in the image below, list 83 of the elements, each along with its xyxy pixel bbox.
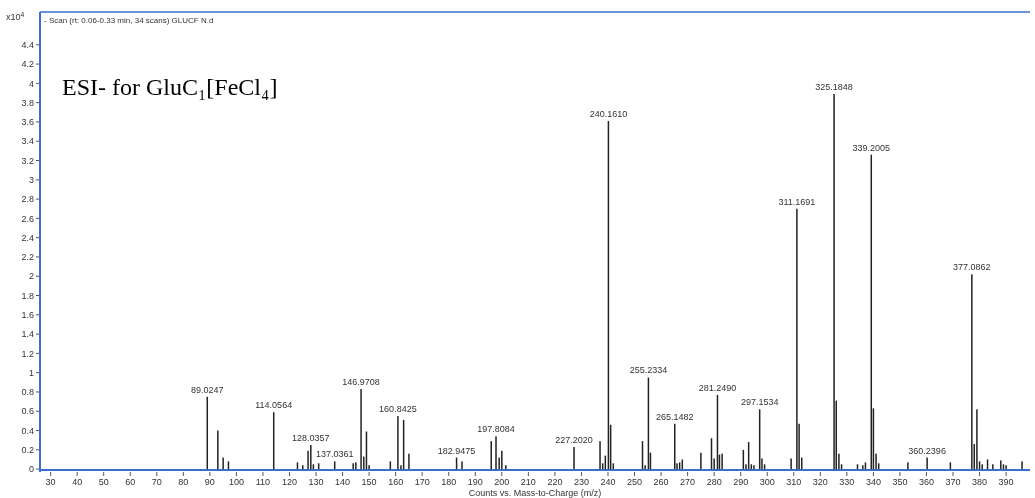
annotation: 339.2005 (852, 142, 891, 153)
y-tick-label: 0.2 (21, 444, 34, 455)
y-tick-label: 0 (28, 464, 34, 475)
annotation: 114.0564 (255, 400, 293, 411)
y-tick-label: 1.6 (21, 309, 34, 320)
x-tick-label: 390 (998, 477, 1014, 487)
x-tick-label: 330 (839, 477, 855, 487)
text: - Scan (rt: 0.06-0.33 min, 34 scans) GLUCF N.d (44, 16, 214, 25)
annotation: 360.2396 (908, 445, 946, 456)
y-tick-label: 2.4 (21, 232, 34, 243)
x-tick-label: 200 (494, 477, 510, 487)
y-tick-label: 3 (28, 174, 34, 185)
x-tick-label: 280 (706, 477, 722, 487)
x-tick-label: 340 (865, 477, 881, 487)
x-tick-label: 50 (98, 477, 109, 487)
y-tick-label: 1.8 (21, 290, 34, 301)
annotation: 265.1482 (655, 411, 694, 422)
annotation: 325.1848 (815, 81, 853, 92)
annotation: 160.8425 (379, 404, 417, 415)
x-tick-label: 170 (414, 477, 430, 487)
text: ESI- for GluC₁[FeCl₄] (62, 74, 278, 100)
x-tick-label: 380 (972, 477, 988, 487)
y-tick-label: 3.6 (21, 117, 34, 128)
y-tick-label: 2.6 (21, 213, 34, 224)
x-tick-label: 70 (151, 477, 162, 487)
annotation: 240.1610 (589, 108, 628, 119)
x-tick-label: 120 (281, 477, 298, 487)
y-tick-label: 0.4 (21, 425, 34, 436)
y-tick-label: 2.8 (21, 194, 34, 205)
y-tick-label: 3.2 (21, 155, 34, 166)
y-tick-label: 4.4 (21, 39, 34, 50)
x-tick-label: 370 (945, 477, 961, 487)
annotation: 89.0247 (191, 384, 224, 395)
annotation: 227.2020 (555, 434, 593, 445)
x-tick-label: 240 (600, 477, 616, 487)
y-tick-label: 2 (28, 271, 34, 282)
annotation: 377.0862 (953, 262, 991, 273)
x-tick-label: 320 (812, 477, 828, 487)
x-tick-label: 250 (627, 477, 643, 487)
annotation: 297.1534 (740, 397, 779, 408)
x-tick-label: 140 (335, 477, 351, 487)
x-tick-label: 230 (573, 477, 589, 487)
x-tick-label: 270 (680, 477, 696, 487)
y-tick-label: 0.6 (21, 406, 34, 417)
y-tick-label: 0.8 (21, 387, 34, 398)
x-axis-title: Counts vs. Mass-to-Charge (m/z) (468, 488, 602, 498)
x-tick-label: 260 (653, 477, 669, 487)
y-tick-label: 2.2 (21, 252, 34, 263)
y-axis-title: x10$^{4}$ (6, 10, 25, 22)
x-tick-label: 30 (45, 477, 56, 487)
x-tick-label: 360 (918, 477, 934, 487)
y-tick-label: 3.8 (21, 97, 34, 108)
y-tick-label: 3.4 (21, 136, 34, 147)
x-tick-label: 130 (308, 477, 324, 487)
y-tick-label: 4 (28, 78, 34, 89)
annotation: 281.2490 (698, 382, 737, 393)
annotation: 311.1691 (778, 196, 816, 207)
annotation: 137.0361 (315, 449, 354, 460)
y-tick-label: 4.2 (21, 59, 34, 70)
x-tick-label: 110 (255, 477, 271, 487)
x-tick-label: 300 (759, 477, 775, 487)
y-tick-label: 1 (28, 367, 34, 378)
x-tick-label: 90 (204, 477, 215, 487)
x-tick-label: 290 (733, 477, 749, 487)
x-tick-label: 190 (467, 477, 483, 487)
annotation: 146.9708 (342, 377, 380, 388)
x-tick-label: 310 (786, 477, 802, 487)
x-tick-label: 210 (520, 477, 536, 487)
x-tick-label: 220 (547, 477, 563, 487)
y-tick-label: 1.2 (21, 348, 34, 359)
annotation: 182.9475 (437, 445, 476, 456)
x-tick-label: 100 (228, 477, 244, 487)
annotation: 128.0357 (292, 433, 330, 443)
y-tick-label: 1.4 (21, 329, 34, 340)
x-tick-label: 350 (892, 477, 908, 487)
annotation: 197.8084 (477, 424, 515, 435)
x-tick-label: 150 (361, 477, 377, 487)
x-tick-label: 60 (125, 477, 136, 487)
x-tick-label: 40 (72, 477, 83, 487)
annotation: 255.2334 (629, 365, 668, 376)
x-tick-label: 160 (388, 477, 404, 487)
x-tick-label: 80 (178, 477, 189, 487)
x-tick-label: 180 (441, 477, 457, 487)
